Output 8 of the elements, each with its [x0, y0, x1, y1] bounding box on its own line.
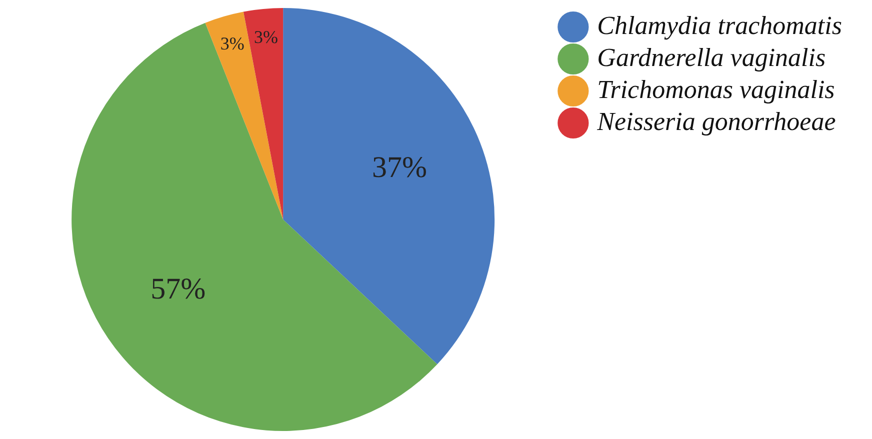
legend-label: Chlamydia trachomatis — [597, 10, 842, 40]
data-label: 3% — [220, 34, 244, 54]
data-label: 37% — [372, 150, 428, 184]
data-label: 3% — [254, 27, 278, 48]
data-label: 57% — [150, 272, 206, 306]
legend-label: Trichomonas vaginalis — [597, 74, 835, 104]
legend-label: Neisseria gonorrhoeae — [596, 106, 836, 136]
legend-label: Gardnerella vaginalis — [597, 42, 826, 72]
